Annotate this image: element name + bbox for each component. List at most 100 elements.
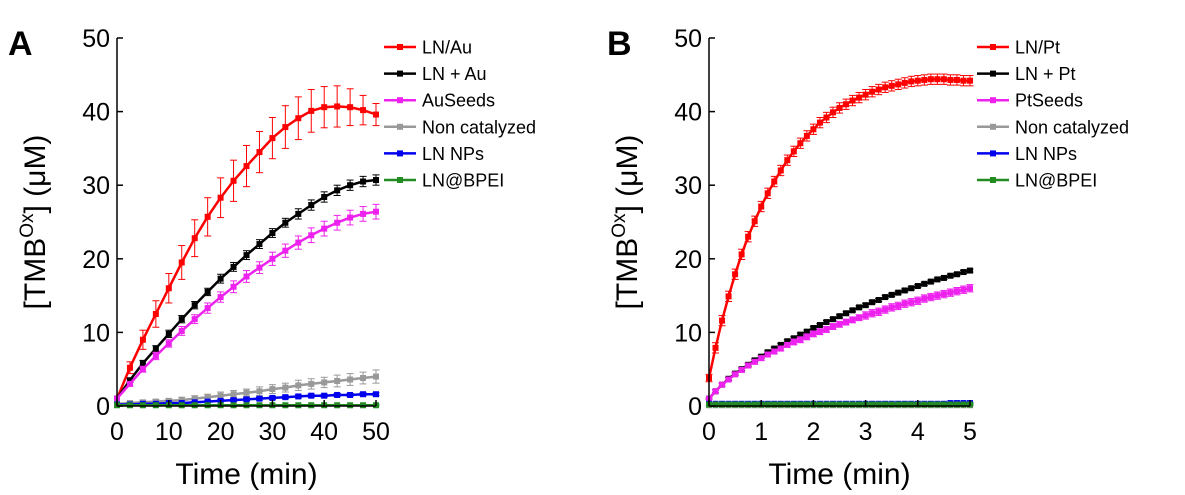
- data-point: [139, 336, 146, 343]
- data-point: [295, 382, 302, 389]
- data-point: [869, 299, 876, 306]
- data-point: [334, 103, 341, 110]
- y-tick-label: 0: [96, 393, 110, 421]
- data-point: [947, 401, 954, 408]
- legend-label: PtSeeds: [1015, 91, 1083, 111]
- data-point: [360, 107, 367, 114]
- data-point: [269, 135, 276, 142]
- data-point: [882, 84, 889, 91]
- chart-panel-b: B LN/Pt LN + Pt PtSeeds Non catalyzed LN NPs L…: [607, 25, 1129, 491]
- data-point: [836, 104, 843, 111]
- data-point: [321, 193, 328, 200]
- data-point: [217, 392, 224, 399]
- data-point: [843, 401, 850, 408]
- data-point: [829, 323, 836, 330]
- data-point: [745, 362, 752, 369]
- data-point: [869, 88, 876, 95]
- series-ln-au: [114, 174, 380, 402]
- data-point: [269, 394, 276, 401]
- data-point: [908, 285, 915, 292]
- x-tick-label: 10: [155, 418, 183, 446]
- data-point: [191, 395, 198, 402]
- legend-marker: [990, 123, 996, 130]
- data-point: [914, 283, 921, 290]
- legend-label: LN@BPEI: [1015, 171, 1097, 191]
- data-point: [953, 76, 960, 83]
- data-point: [230, 391, 237, 398]
- panel-letter: B: [607, 25, 632, 63]
- data-point: [790, 335, 797, 342]
- data-point: [165, 285, 172, 292]
- data-point: [751, 358, 758, 365]
- data-point: [829, 316, 836, 323]
- data-point: [888, 304, 895, 311]
- error-bars: [126, 174, 380, 383]
- data-point: [953, 288, 960, 295]
- data-point: [256, 395, 263, 402]
- data-point: [810, 324, 817, 331]
- data-point: [843, 310, 850, 317]
- data-point: [745, 401, 752, 408]
- data-point: [295, 393, 302, 400]
- data-point: [230, 177, 237, 184]
- data-point: [204, 213, 211, 220]
- data-point: [347, 182, 354, 189]
- data-point: [790, 338, 797, 345]
- x-tick-label: 20: [207, 418, 235, 446]
- data-point: [191, 235, 198, 242]
- data-point: [875, 86, 882, 93]
- data-point: [888, 401, 895, 408]
- data-point: [282, 384, 289, 391]
- data-point: [862, 312, 869, 319]
- y-tick-label: 50: [674, 25, 702, 53]
- data-point: [790, 401, 797, 408]
- data-point: [334, 391, 341, 398]
- data-point: [967, 77, 973, 84]
- data-point: [751, 401, 758, 408]
- data-point: [725, 376, 732, 383]
- data-point: [126, 380, 133, 387]
- data-point: [732, 401, 739, 408]
- data-point: [191, 316, 198, 323]
- data-point: [282, 124, 289, 131]
- data-point: [758, 355, 765, 362]
- data-point: [712, 401, 719, 408]
- data-point: [719, 401, 726, 408]
- data-point: [816, 322, 823, 329]
- data-point: [823, 326, 830, 333]
- data-point: [764, 401, 771, 408]
- legend-label: AuSeeds: [422, 91, 495, 111]
- data-point: [152, 352, 159, 359]
- data-point: [947, 289, 954, 296]
- data-point: [295, 210, 302, 217]
- legend-marker: [397, 177, 403, 183]
- data-point: [914, 297, 921, 304]
- data-point: [927, 294, 934, 301]
- data-point: [282, 394, 289, 401]
- data-point: [934, 76, 941, 83]
- data-point: [308, 232, 315, 239]
- x-tick-label: 0: [110, 418, 124, 446]
- legend-label: LN/Pt: [1015, 38, 1060, 58]
- legend-label: LN/Au: [422, 38, 472, 58]
- legend-marker: [990, 150, 996, 157]
- data-point: [719, 381, 726, 388]
- data-point: [347, 104, 354, 111]
- data-point: [243, 273, 250, 280]
- data-point: [829, 109, 836, 116]
- data-point: [810, 330, 817, 337]
- data-point: [243, 389, 250, 396]
- data-point: [849, 97, 856, 104]
- data-point: [764, 351, 771, 358]
- data-point: [967, 267, 973, 274]
- data-point: [204, 398, 211, 405]
- y-axis-label: [TMBOx] (μM): [17, 135, 52, 310]
- data-point: [738, 401, 745, 408]
- data-point: [719, 317, 726, 324]
- data-point: [243, 252, 250, 259]
- series-line: [708, 269, 971, 400]
- data-point: [165, 340, 172, 347]
- data-point: [373, 111, 379, 118]
- data-point: [849, 316, 856, 323]
- data-point: [771, 178, 778, 185]
